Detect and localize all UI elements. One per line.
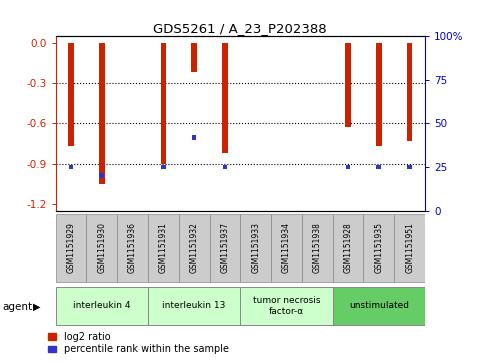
Bar (333, 213, 364, 282)
Bar (364, 213, 394, 282)
Bar (240, 213, 271, 282)
Bar (345, 43, 351, 127)
Bar (240, 287, 333, 325)
Bar (302, 213, 333, 282)
Text: ▶: ▶ (33, 302, 41, 312)
Bar (86, 213, 117, 282)
Text: agent: agent (2, 302, 32, 312)
Bar (161, 165, 166, 169)
Bar (179, 213, 210, 282)
Text: GSM1151929: GSM1151929 (67, 222, 75, 273)
Bar (210, 213, 240, 282)
Bar (191, 43, 197, 73)
Text: tumor necrosis
factor-α: tumor necrosis factor-α (253, 296, 320, 315)
Bar (160, 43, 166, 164)
Bar (407, 165, 412, 169)
Bar (69, 165, 73, 169)
Bar (99, 174, 104, 178)
Bar (192, 135, 197, 140)
Bar (271, 213, 302, 282)
Bar (99, 43, 104, 184)
Bar (68, 43, 74, 146)
Bar (56, 213, 86, 282)
Text: interleukin 13: interleukin 13 (162, 301, 226, 310)
Text: GSM1151937: GSM1151937 (220, 222, 229, 273)
Bar (222, 43, 227, 153)
Bar (223, 165, 227, 169)
Text: GSM1151928: GSM1151928 (343, 223, 353, 273)
Bar (394, 213, 425, 282)
Bar (376, 165, 381, 169)
Text: GSM1151936: GSM1151936 (128, 222, 137, 273)
Title: GDS5261 / A_23_P202388: GDS5261 / A_23_P202388 (154, 22, 327, 35)
Bar (117, 213, 148, 282)
Text: GSM1151932: GSM1151932 (190, 222, 199, 273)
Bar (56, 287, 148, 325)
Bar (148, 287, 241, 325)
Bar (407, 43, 412, 141)
Text: GSM1151934: GSM1151934 (282, 222, 291, 273)
Bar (333, 287, 425, 325)
Bar (346, 165, 351, 169)
Text: GSM1151931: GSM1151931 (159, 222, 168, 273)
Bar (148, 213, 179, 282)
Text: unstimulated: unstimulated (349, 301, 409, 310)
Text: GSM1151930: GSM1151930 (97, 222, 106, 273)
Text: GSM1151935: GSM1151935 (374, 222, 384, 273)
Bar (376, 43, 382, 146)
Legend: log2 ratio, percentile rank within the sample: log2 ratio, percentile rank within the s… (48, 331, 229, 355)
Text: interleukin 4: interleukin 4 (73, 301, 130, 310)
Text: GSM1151933: GSM1151933 (251, 222, 260, 273)
Text: GSM1151938: GSM1151938 (313, 222, 322, 273)
Text: GSM1151951: GSM1151951 (405, 222, 414, 273)
